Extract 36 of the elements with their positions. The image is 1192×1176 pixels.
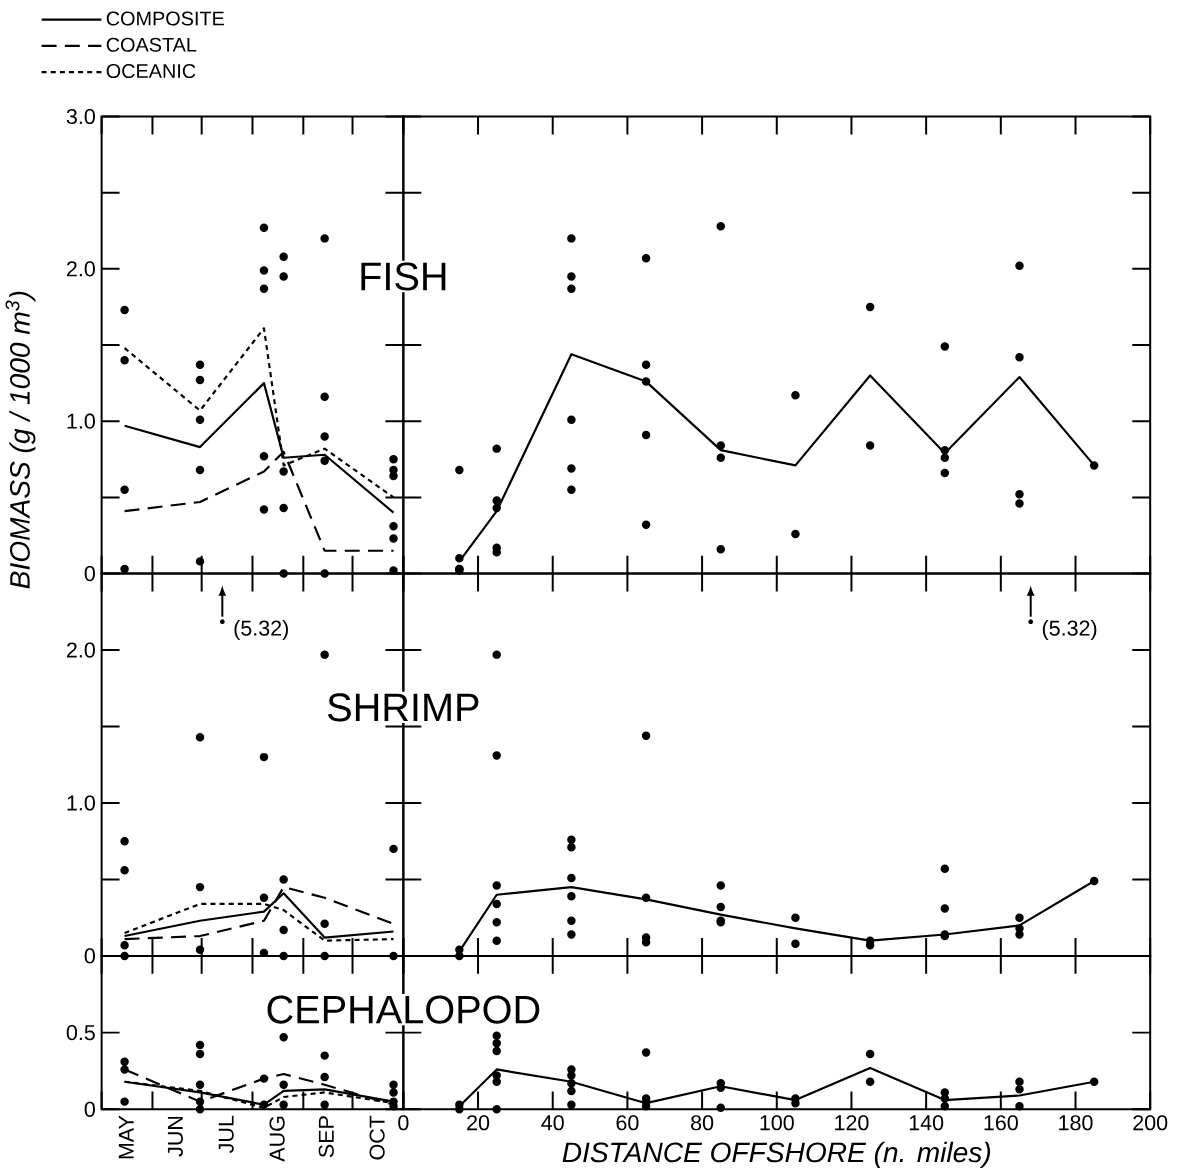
y-tick-label: 1.0 <box>67 413 95 429</box>
x-axis-title: DISTANCE OFFSHORE (n. miles) <box>562 1141 991 1168</box>
x-tick-label: 100 <box>760 1115 794 1131</box>
legend-label: OCEANIC <box>106 64 196 79</box>
y-axis-title: BIOMASS (g / 1000 m$^{3}$) <box>5 291 36 589</box>
text: SHRIMP <box>327 693 479 722</box>
y-tick-label: 1.0 <box>67 795 95 811</box>
y-tick-label: 0 <box>84 948 95 964</box>
legend-label: COASTAL <box>106 37 197 52</box>
x-tick-label: JUN <box>167 1116 183 1157</box>
x-tick-label: MAY <box>118 1115 134 1159</box>
y-tick-label: 3.0 <box>66 108 95 125</box>
x-tick-label: 60 <box>616 1115 639 1131</box>
x-tick-label: 20 <box>467 1115 490 1131</box>
y-tick-label: 0 <box>84 565 95 582</box>
text: CEPHALOPOD <box>267 995 540 1024</box>
x-tick-label: 40 <box>541 1115 564 1131</box>
y-tick-label: 0.5 <box>66 1025 95 1041</box>
x-tick-label: OCT <box>369 1115 385 1160</box>
x-tick-label: 180 <box>1059 1115 1093 1131</box>
annotation: (5.32) <box>1042 619 1097 641</box>
x-tick-label: 160 <box>984 1115 1018 1131</box>
y-tick-label: 0 <box>84 1101 95 1117</box>
x-tick-label: JUL <box>218 1115 234 1154</box>
x-tick-label: 0 <box>398 1115 409 1131</box>
x-tick-label: SEP <box>318 1116 334 1158</box>
y-tick-label: 2.0 <box>67 642 95 658</box>
x-tick-label: 120 <box>835 1115 869 1131</box>
x-tick-label: 80 <box>691 1115 714 1131</box>
legend-label: COMPOSITE <box>106 11 224 26</box>
text: FISH <box>361 262 446 291</box>
x-tick-label: 140 <box>909 1115 944 1131</box>
annotation: (5.32) <box>234 619 288 641</box>
x-tick-label: AUG <box>269 1116 285 1162</box>
x-tick-label: 200 <box>1133 1115 1168 1131</box>
y-tick-label: 2.0 <box>67 261 95 277</box>
